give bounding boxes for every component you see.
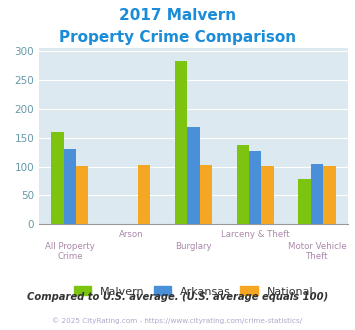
Bar [64, 148, 76, 224]
Bar [237, 145, 249, 224]
Text: Property Crime Comparison: Property Crime Comparison [59, 30, 296, 45]
Text: Larceny & Theft: Larceny & Theft [221, 230, 290, 239]
Text: 2017 Malvern: 2017 Malvern [119, 8, 236, 23]
Bar [76, 166, 88, 224]
Text: Arson: Arson [119, 230, 144, 239]
Bar [299, 179, 311, 224]
Text: Motor Vehicle
Theft: Motor Vehicle Theft [288, 242, 346, 261]
Bar [261, 166, 274, 224]
Bar [311, 164, 323, 224]
Text: All Property
Crime: All Property Crime [45, 242, 95, 261]
Bar [323, 166, 335, 224]
Bar [175, 61, 187, 224]
Bar [138, 165, 150, 224]
Bar [200, 165, 212, 224]
Bar [249, 151, 261, 224]
Text: Compared to U.S. average. (U.S. average equals 100): Compared to U.S. average. (U.S. average … [27, 292, 328, 302]
Text: © 2025 CityRating.com - https://www.cityrating.com/crime-statistics/: © 2025 CityRating.com - https://www.city… [53, 317, 302, 324]
Text: Burglary: Burglary [175, 242, 212, 251]
Bar [187, 127, 200, 224]
Legend: Malvern, Arkansas, National: Malvern, Arkansas, National [70, 283, 317, 300]
Bar [51, 132, 64, 224]
